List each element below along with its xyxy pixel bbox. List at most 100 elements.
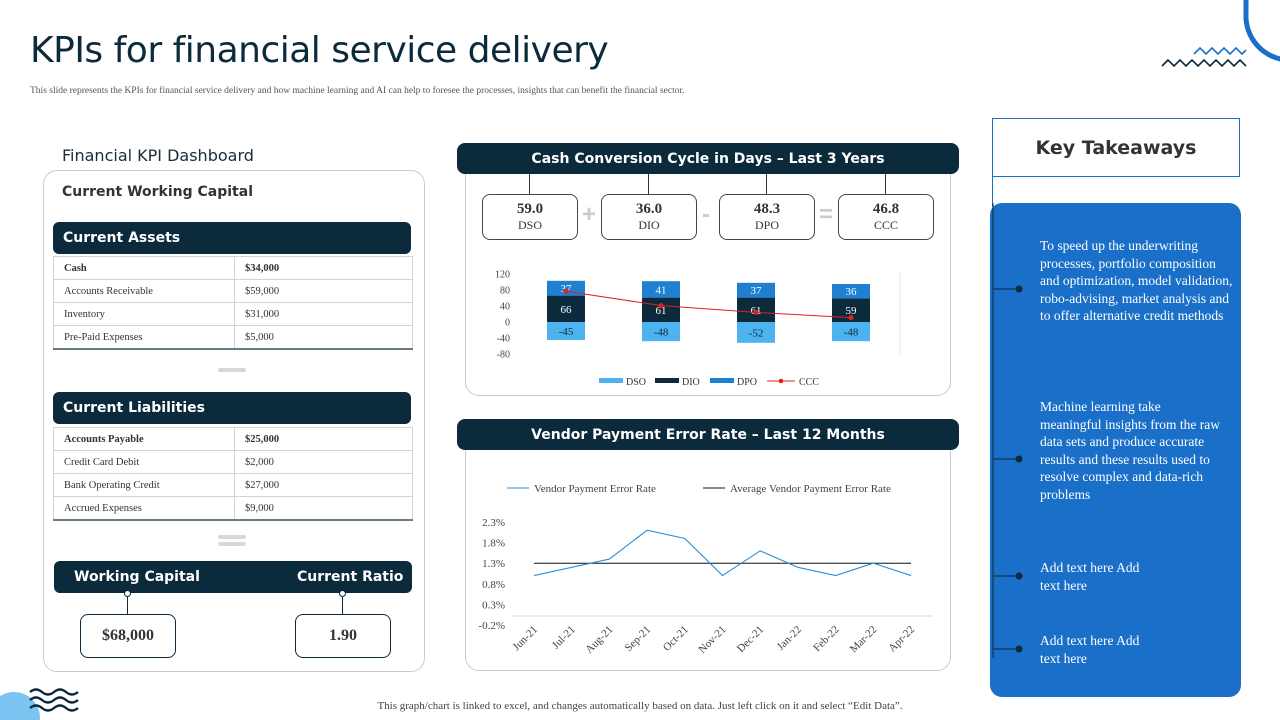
asset-label: Accounts Receivable [53,279,235,303]
ccc-line [565,290,852,319]
connector-line [766,174,767,194]
y-tick-label: 1.3% [482,558,505,570]
legend-swatch [599,378,623,383]
table-row: Inventory $31,000 [53,302,413,326]
dpo-label: DPO [754,218,779,232]
dashboard-panel [43,170,425,672]
table-row: Bank Operating Credit $27,000 [53,473,413,497]
connector-line [342,593,343,615]
y-tick-label: 120 [495,270,510,281]
working-capital-bar: Working Capital Current Ratio [54,561,412,593]
asset-value: $59,000 [234,279,413,303]
equals-operator-icon [218,535,246,549]
dpo-bar [832,284,870,299]
dpo-bar [737,282,775,298]
dso-value: 59.0 [516,201,544,217]
dpo-bar [642,281,680,298]
legend-label: DIO [682,377,700,388]
dpo-data-label: 41 [656,284,667,296]
ccc-label: CCC [873,218,898,232]
legend-swatch [778,378,784,384]
y-tick-label: -40 [497,334,510,345]
liability-label: Bank Operating Credit [53,473,235,497]
dso-bar [547,322,585,340]
dso-data-label: -48 [844,327,859,339]
ccc-point [753,309,759,315]
asset-label: Pre-Paid Expenses [53,325,235,350]
dso-bar [832,322,870,342]
dso-label: DSO [517,218,542,232]
table-row: Accrued Expenses $9,000 [53,496,413,521]
x-tick-label: Mar-22 [848,624,880,656]
minus-operator-icon [218,368,246,382]
dio-bar [547,295,585,322]
page-title: KPIs for financial service delivery [30,30,609,71]
dpo-data-label: 37 [751,285,763,297]
liability-value: $27,000 [234,473,413,497]
legend-swatch [710,378,734,383]
dio-bar [832,298,870,322]
y-tick-label: 80 [500,286,510,297]
vendor-line-chart: 2.3% 1.8% 1.3% 0.8% 0.3% -0.2% Jun-21 Jul-21 Aug… [478,483,932,656]
takeaway-item: Add text here Add text here [1040,633,1140,666]
dio-bar [642,297,680,322]
takeaway-item: Machine learning take meaningful insight… [1040,399,1220,502]
vendor-chart-title: Vendor Payment Error Rate – Last 12 Mont… [457,419,959,450]
dso-data-label: -48 [654,327,669,339]
wave-decoration-top [1161,46,1247,68]
table-row: Credit Card Debit $2,000 [53,450,413,474]
dio-label: DIO [638,218,660,232]
y-tick-label: -80 [497,350,510,361]
asset-value: $31,000 [234,302,413,326]
ccc-stacked-chart: 12080400-40-80-456637-486141-526137-4859… [495,270,901,388]
connector-line [992,177,993,207]
footnote: This graph/chart is linked to excel, and… [377,700,903,712]
table-row: Cash $34,000 [53,256,413,280]
connector-dot [339,590,346,597]
y-tick-label: -0.2% [478,620,505,632]
legend-swatch [655,378,679,383]
key-takeaways-title: Key Takeaways [992,118,1240,177]
x-tick-label: Jul-21 [550,624,578,652]
current-ratio-value: 1.90 [295,614,391,658]
y-tick-label: 0.3% [482,599,505,611]
asset-label: Inventory [53,302,235,326]
current-assets-table: Cash $34,000 Accounts Receivable $59,000 I… [53,256,413,350]
x-tick-label: Sep-21 [623,624,654,655]
y-tick-label: 0.8% [482,579,505,591]
x-tick-label: Nov-21 [696,624,728,656]
takeaway-item: To speed up the underwriting processes, … [1040,238,1233,323]
legend-label: Average Vendor Payment Error Rate [730,483,891,495]
x-tick-label: Aug-21 [583,624,615,656]
dso-data-label: -45 [559,326,574,338]
ccc-chart-title: Cash Conversion Cycle in Days – Last 3 Y… [457,143,959,174]
dio-bar [737,297,775,322]
legend-label: CCC [799,377,819,388]
dashboard-heading: Financial KPI Dashboard [62,146,254,165]
dio-data-label: 59 [846,305,858,317]
x-tick-label: Jun-21 [510,624,540,654]
dio-data-label: 61 [656,305,667,317]
dpo-bar [547,280,585,296]
y-tick-label: 0 [505,318,510,329]
liability-value: $2,000 [234,450,413,474]
connector-line [529,174,530,194]
connector-line [648,174,649,194]
page-subtitle: This slide represents the KPIs for finan… [30,86,685,96]
minus-operator: - [702,201,710,228]
key-takeaways-panel: To speed up the underwriting processes, … [990,203,1241,697]
dso-data-label: -52 [749,327,764,339]
dpo-value: 48.3 [753,201,781,217]
current-liabilities-table: Accounts Payable $25,000 Credit Card Debi… [53,427,413,521]
legend-label: DSO [626,377,646,388]
asset-label: Cash [53,256,235,280]
dpo-box: 48.3 DPO [719,194,815,240]
dpo-data-label: 36 [846,286,858,298]
x-tick-label: Feb-22 [811,624,842,655]
y-tick-label: 40 [500,302,510,313]
current-ratio-label: Current Ratio [297,569,404,585]
dso-box: 59.0 DSO [482,194,578,240]
takeaways-timeline [992,203,1023,658]
y-tick-label: 1.8% [482,538,505,550]
working-capital-section-title: Current Working Capital [62,184,253,200]
